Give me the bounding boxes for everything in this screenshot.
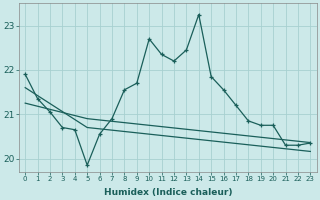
X-axis label: Humidex (Indice chaleur): Humidex (Indice chaleur) [104, 188, 232, 197]
